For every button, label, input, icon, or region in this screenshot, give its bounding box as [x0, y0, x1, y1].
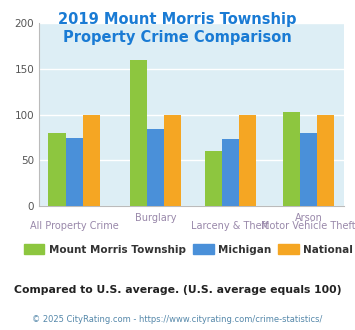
Bar [222, 139, 239, 206]
Legend: Mount Morris Township, Michigan, National: Mount Morris Township, Michigan, Nationa… [20, 240, 355, 259]
Text: 2019 Mount Morris Township
Property Crime Comparison: 2019 Mount Morris Township Property Crim… [58, 12, 297, 45]
Text: © 2025 CityRating.com - https://www.cityrating.com/crime-statistics/: © 2025 CityRating.com - https://www.city… [32, 315, 323, 324]
Text: All Property Crime: All Property Crime [30, 221, 119, 231]
Text: Burglary: Burglary [135, 213, 176, 223]
Bar [83, 115, 100, 206]
Bar [164, 115, 181, 206]
Bar [66, 138, 83, 206]
Text: Compared to U.S. average. (U.S. average equals 100): Compared to U.S. average. (U.S. average … [14, 285, 341, 295]
Text: Larceny & Theft: Larceny & Theft [191, 221, 269, 231]
Bar [283, 112, 300, 206]
Bar [239, 115, 256, 206]
Bar [205, 151, 222, 206]
Text: Motor Vehicle Theft: Motor Vehicle Theft [261, 221, 355, 231]
Bar [48, 133, 66, 206]
Bar [317, 115, 334, 206]
Bar [147, 129, 164, 206]
Bar [130, 60, 147, 206]
Text: Arson: Arson [295, 213, 322, 223]
Bar [300, 133, 317, 206]
